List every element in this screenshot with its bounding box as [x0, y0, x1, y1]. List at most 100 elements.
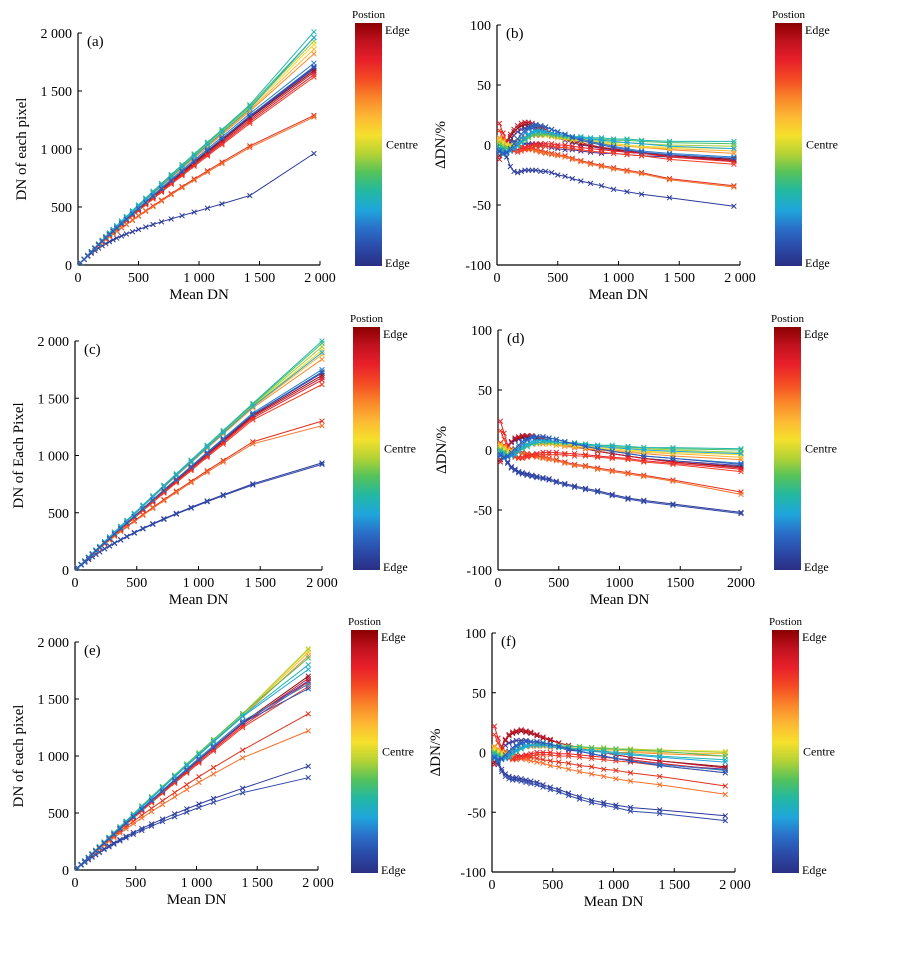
data-point-marker	[497, 428, 504, 434]
x-tick-label: 500	[126, 576, 147, 591]
data-point-marker	[161, 487, 167, 494]
y-tick-label: 500	[48, 507, 69, 522]
colorbar: Postion Edge Centre Edge	[348, 616, 414, 877]
data-point-marker	[140, 512, 146, 519]
data-point-marker	[150, 505, 156, 512]
series-4	[74, 728, 312, 871]
data-point-marker	[196, 756, 202, 763]
data-point-marker	[656, 810, 663, 817]
data-point-marker	[239, 718, 246, 724]
colorbar-scale	[774, 327, 801, 570]
data-point-marker	[578, 144, 584, 151]
data-point-marker	[515, 434, 522, 440]
data-point-marker	[506, 776, 512, 782]
data-point-marker	[540, 434, 546, 440]
data-point-marker	[117, 525, 124, 532]
data-point-marker	[547, 749, 554, 756]
data-point-marker	[250, 411, 256, 418]
data-point-marker	[537, 149, 544, 155]
x-tick-label: 2 000	[306, 576, 338, 591]
series-line	[80, 76, 315, 264]
data-point-marker	[111, 841, 117, 847]
data-point-marker	[569, 143, 576, 149]
data-point-marker	[188, 465, 194, 472]
data-point-marker	[534, 452, 540, 458]
data-point-marker	[135, 226, 142, 233]
y-tick-label: 1 500	[38, 392, 70, 407]
data-point-marker	[204, 151, 211, 158]
data-point-marker	[159, 787, 166, 793]
x-tick-label: 1 000	[181, 876, 213, 891]
data-point-marker	[546, 449, 552, 456]
data-point-marker	[547, 752, 554, 758]
data-point-marker	[161, 482, 167, 489]
x-tick-label: 2 000	[304, 271, 336, 286]
data-point-marker	[576, 796, 583, 802]
data-point-marker	[184, 781, 190, 788]
data-point-marker	[148, 808, 155, 815]
data-point-marker	[556, 764, 562, 770]
data-point-marker	[571, 450, 578, 457]
x-axis-title: Mean DN	[590, 592, 650, 608]
data-point-marker	[204, 147, 211, 154]
data-point-marker	[509, 749, 516, 756]
data-point-marker	[158, 186, 165, 192]
series-1	[496, 144, 737, 209]
data-point-marker	[319, 377, 325, 383]
data-point-marker	[540, 452, 546, 458]
data-point-marker	[311, 150, 317, 157]
data-point-marker	[542, 124, 549, 130]
data-point-marker	[196, 804, 202, 811]
data-point-marker	[610, 144, 617, 151]
colorbar-top-label: Edge	[805, 23, 830, 37]
data-point-marker	[553, 458, 560, 464]
y-tick-label: 2 000	[38, 636, 70, 651]
data-point-marker	[569, 175, 576, 182]
data-point-marker	[220, 430, 226, 436]
data-point-marker	[569, 135, 576, 141]
data-point-marker	[239, 785, 246, 792]
data-point-marker	[562, 438, 568, 445]
data-point-marker	[641, 498, 647, 505]
series-9	[77, 74, 317, 266]
data-point-marker	[582, 443, 589, 450]
chart-panel-2: 0 500 1 000 1 500 2 000 -100 -50 0 50 100 Mean DN Δ…	[433, 9, 838, 303]
data-point-marker	[534, 782, 540, 788]
data-point-marker	[204, 467, 210, 474]
data-point-marker	[656, 773, 663, 780]
data-point-marker	[625, 456, 631, 463]
series-line	[77, 765, 309, 869]
data-point-marker	[546, 477, 552, 483]
data-point-marker	[670, 448, 676, 454]
data-point-marker	[179, 173, 185, 179]
data-point-marker	[731, 184, 737, 190]
data-point-marker	[311, 51, 317, 57]
data-point-marker	[610, 166, 617, 172]
y-axis-title: DN of each pixel	[14, 98, 30, 201]
data-point-marker	[219, 136, 225, 142]
data-point-marker	[168, 171, 174, 178]
data-point-marker	[150, 221, 156, 228]
data-point-marker	[502, 736, 509, 743]
data-point-marker	[184, 786, 190, 793]
data-point-marker	[171, 772, 178, 778]
data-point-marker	[588, 750, 595, 757]
data-point-marker	[305, 662, 312, 668]
data-point-marker	[250, 482, 256, 488]
data-point-marker	[562, 142, 568, 148]
data-point-marker	[219, 159, 225, 165]
data-point-marker	[627, 770, 634, 776]
series-line	[77, 369, 323, 569]
data-point-marker	[738, 509, 744, 516]
y-tick-label: -50	[472, 199, 491, 214]
data-point-marker	[196, 779, 202, 786]
data-point-marker	[123, 216, 130, 223]
colorbar-bottom-label: Edge	[381, 863, 406, 877]
x-tick-label: 0	[72, 576, 79, 591]
data-point-marker	[511, 141, 517, 147]
data-point-marker	[101, 840, 107, 846]
data-point-marker	[491, 755, 498, 762]
series-2	[491, 753, 729, 824]
data-point-marker	[161, 516, 167, 523]
series-line	[493, 755, 726, 822]
